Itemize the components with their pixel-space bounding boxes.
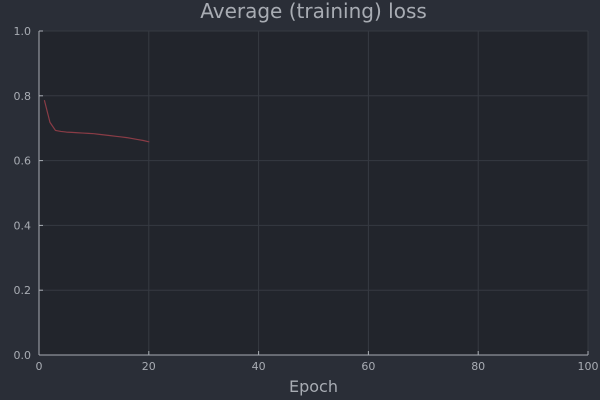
y-tick-label: 0.2 bbox=[14, 284, 32, 297]
x-tick-label: 0 bbox=[36, 360, 43, 373]
x-tick-label: 60 bbox=[361, 360, 375, 373]
x-tick-label: 20 bbox=[142, 360, 156, 373]
plot-area bbox=[39, 31, 588, 355]
loss-series-line bbox=[43, 100, 150, 143]
x-axis-label: Epoch bbox=[289, 377, 338, 396]
chart-title: Average (training) loss bbox=[200, 0, 427, 23]
axes bbox=[38, 31, 588, 356]
x-tick-label: 80 bbox=[471, 360, 485, 373]
tick-labels: 0 20 40 60 80 100 0.0 0.2 0.4 0.6 0.8 1.0 bbox=[14, 25, 599, 373]
y-tick-label: 0.4 bbox=[14, 219, 32, 232]
series-lines bbox=[43, 100, 150, 143]
y-tick-label: 1.0 bbox=[14, 25, 32, 38]
x-tick-label: 40 bbox=[252, 360, 266, 373]
y-tick-label: 0.0 bbox=[14, 349, 32, 362]
x-tick-label: 100 bbox=[578, 360, 599, 373]
y-tick-label: 0.8 bbox=[14, 90, 32, 103]
y-tick-label: 0.6 bbox=[14, 155, 32, 168]
